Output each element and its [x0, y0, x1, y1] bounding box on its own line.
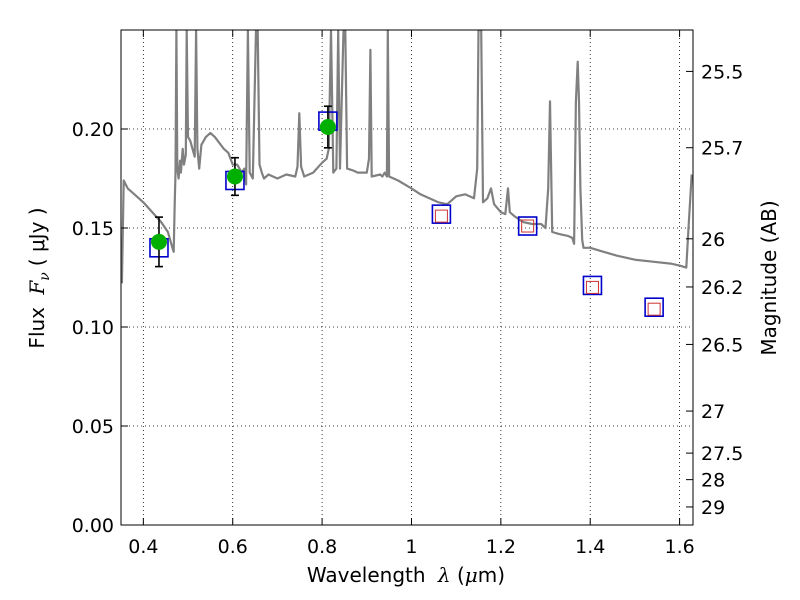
- x-tick-label: 1: [405, 536, 417, 558]
- y-tick-label: 0.00: [72, 515, 114, 537]
- x-tick-label: 0.8: [307, 536, 337, 558]
- x-tick-label: 0.4: [128, 536, 158, 558]
- model-flux-square: [431, 204, 452, 224]
- mag-tick-label: 25.5: [701, 61, 743, 83]
- grid-lines: [121, 30, 693, 526]
- axis-ticks: 0.4 0.6 0.8 1 1.2 1.4 1.6 0.00 0.05 0.10 0.15 0.20 2…: [72, 30, 743, 558]
- x-tick-label: 1.2: [486, 536, 516, 558]
- observed-flux-point: [150, 233, 167, 250]
- predicted-flux-square: [647, 302, 661, 316]
- x-tick-label: 1.4: [575, 536, 605, 558]
- mag-tick-label: 29: [701, 497, 725, 519]
- predicted-flux-square: [521, 219, 535, 233]
- x-axis-label: Wavelength λ (μm): [307, 563, 505, 587]
- mag-tick-label: 25.7: [701, 138, 743, 160]
- x-tick-label: 1.6: [664, 536, 694, 558]
- mag-tick-label: 28: [701, 470, 725, 492]
- y-tick-label: 0.05: [72, 416, 114, 438]
- y2-axis-label: Magnitude (AB): [757, 200, 781, 355]
- y-tick-label: 0.20: [72, 119, 114, 141]
- x-tick-label: 0.6: [218, 536, 248, 558]
- model-flux-square: [582, 275, 603, 296]
- predicted-flux-square: [434, 209, 448, 223]
- y-tick-label: 0.10: [72, 317, 114, 339]
- y-axis-label: Flux Fν( μJy ): [25, 207, 53, 348]
- observed-flux-point: [226, 168, 243, 185]
- mag-tick-label: 27: [701, 401, 725, 423]
- model-flux-square: [517, 216, 538, 236]
- plot-area: [121, 30, 693, 318]
- sed-model-line: [121, 30, 693, 284]
- mag-tick-label: 26: [701, 229, 725, 251]
- y-tick-label: 0.15: [72, 218, 114, 240]
- model-flux-square: [644, 297, 664, 318]
- mag-tick-label: 27.5: [701, 443, 743, 465]
- observed-flux-point: [319, 119, 336, 136]
- predicted-flux-square: [585, 280, 599, 294]
- mag-tick-label: 26.5: [701, 334, 743, 356]
- plot-frame: [120, 29, 694, 526]
- mag-tick-label: 26.2: [701, 277, 743, 299]
